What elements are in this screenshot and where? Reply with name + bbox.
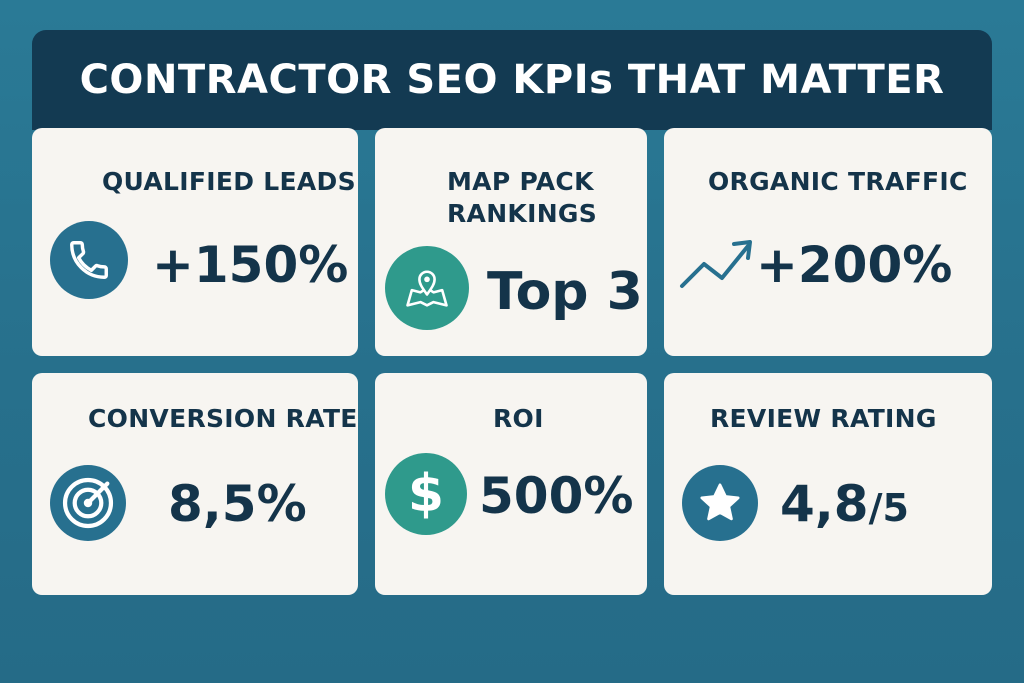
kpi-card-conversion-rate: CONVERSION RATE 8,5% xyxy=(32,373,358,595)
kpi-value: 4,8/5 xyxy=(780,479,909,529)
kpi-label: ROI xyxy=(493,404,544,433)
kpi-card-map-pack-rankings: MAP PACK RANKINGS Top 3 xyxy=(375,128,647,356)
kpi-value: +150% xyxy=(152,236,349,294)
kpi-value: Top 3 xyxy=(487,262,643,322)
kpi-value-main: 4,8 xyxy=(780,475,869,533)
kpi-panel: CONTRACTOR SEO KPIs THAT MATTER xyxy=(32,30,992,600)
kpi-card-review-rating: REVIEW RATING 4,8/5 xyxy=(664,373,992,595)
dollar-icon: $ xyxy=(385,453,467,535)
star-icon xyxy=(682,465,758,541)
map-pin-icon xyxy=(385,246,469,330)
kpi-card-organic-traffic: ORGANIC TRAFFIC +200% xyxy=(664,128,992,356)
kpi-label: REVIEW RATING xyxy=(710,404,937,433)
phone-icon xyxy=(50,221,128,299)
trend-up-icon xyxy=(678,228,758,294)
page-title: CONTRACTOR SEO KPIs THAT MATTER xyxy=(79,57,945,103)
kpi-label: ORGANIC TRAFFIC xyxy=(708,167,968,196)
kpi-label-line1: MAP PACK xyxy=(447,167,594,196)
kpi-card-qualified-leads: QUALIFIED LEADS +150% xyxy=(32,128,358,356)
target-icon xyxy=(50,465,126,541)
kpi-value: 8,5% xyxy=(168,475,307,533)
kpi-label-line2: RANKINGS xyxy=(447,199,598,228)
kpi-value: +200% xyxy=(756,236,953,294)
kpi-label: CONVERSION RATE xyxy=(88,404,358,433)
title-bar: CONTRACTOR SEO KPIs THAT MATTER xyxy=(32,30,992,130)
kpi-value: 500% xyxy=(479,467,634,525)
kpi-card-roi: ROI $ 500% xyxy=(375,373,647,595)
kpi-value-suffix: /5 xyxy=(868,486,909,530)
kpi-label: QUALIFIED LEADS xyxy=(102,167,356,196)
